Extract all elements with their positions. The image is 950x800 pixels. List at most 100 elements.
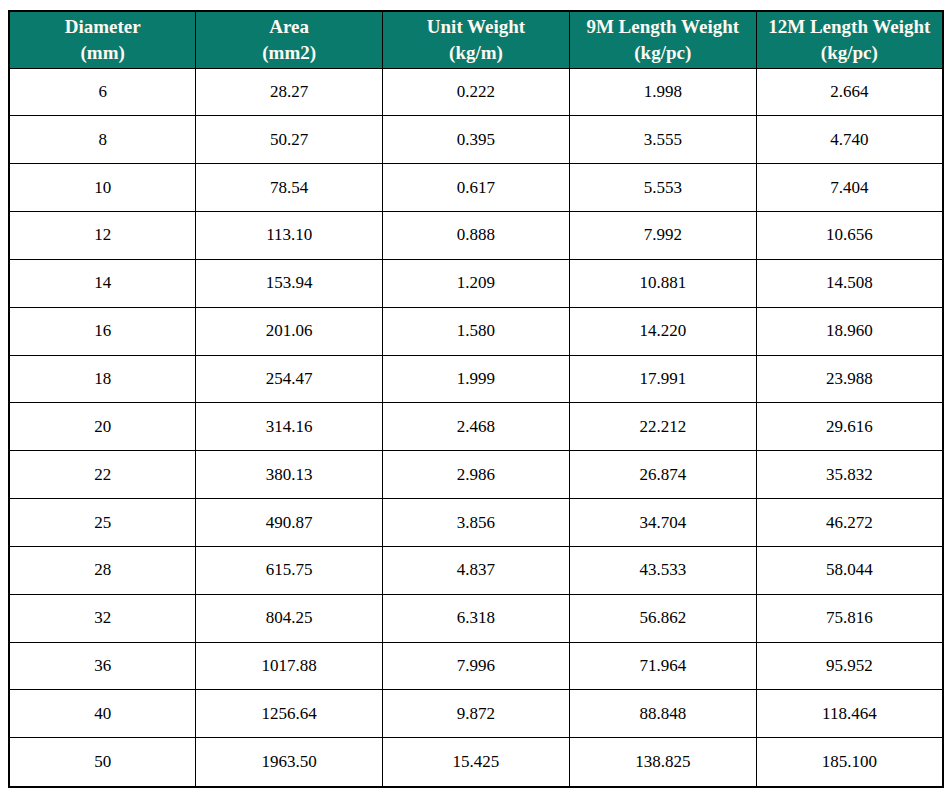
- column-header: 12M Length Weight(kg/pc): [756, 11, 943, 68]
- table-cell: 9.872: [383, 690, 570, 738]
- table-row: 850.270.3953.5554.740: [9, 116, 943, 164]
- table-cell: 56.862: [569, 594, 756, 642]
- table-cell: 201.06: [196, 307, 383, 355]
- table-cell: 118.464: [756, 690, 943, 738]
- header-row: Diameter(mm)Area(mm2)Unit Weight(kg/m)9M…: [9, 11, 943, 68]
- table-cell: 490.87: [196, 499, 383, 547]
- column-header: Unit Weight(kg/m): [383, 11, 570, 68]
- table-row: 361017.887.99671.96495.952: [9, 642, 943, 690]
- table-cell: 18: [9, 355, 196, 403]
- table-cell: 1.998: [569, 68, 756, 116]
- table-cell: 28.27: [196, 68, 383, 116]
- table-cell: 75.816: [756, 594, 943, 642]
- table-cell: 43.533: [569, 546, 756, 594]
- table-header: Diameter(mm)Area(mm2)Unit Weight(kg/m)9M…: [9, 11, 943, 68]
- table-cell: 78.54: [196, 164, 383, 212]
- table-cell: 7.404: [756, 164, 943, 212]
- column-header-title: 12M Length Weight: [759, 14, 940, 40]
- table-cell: 6: [9, 68, 196, 116]
- table-cell: 615.75: [196, 546, 383, 594]
- table-cell: 4.837: [383, 546, 570, 594]
- table-cell: 34.704: [569, 499, 756, 547]
- table-cell: 1963.50: [196, 738, 383, 787]
- table-cell: 28: [9, 546, 196, 594]
- table-cell: 35.832: [756, 451, 943, 499]
- column-header-unit: (kg/pc): [572, 40, 754, 66]
- table-cell: 5.553: [569, 164, 756, 212]
- column-header-title: Diameter: [12, 14, 193, 40]
- table-cell: 17.991: [569, 355, 756, 403]
- table-row: 25490.873.85634.70446.272: [9, 499, 943, 547]
- table-cell: 0.395: [383, 116, 570, 164]
- table-row: 20314.162.46822.21229.616: [9, 403, 943, 451]
- table-row: 12113.100.8887.99210.656: [9, 212, 943, 260]
- table-cell: 15.425: [383, 738, 570, 787]
- column-header-title: Area: [198, 14, 380, 40]
- table-cell: 3.856: [383, 499, 570, 547]
- table-cell: 95.952: [756, 642, 943, 690]
- table-cell: 18.960: [756, 307, 943, 355]
- table-cell: 10: [9, 164, 196, 212]
- table-row: 14153.941.20910.88114.508: [9, 259, 943, 307]
- column-header: 9M Length Weight(kg/pc): [569, 11, 756, 68]
- table-cell: 23.988: [756, 355, 943, 403]
- table-cell: 4.740: [756, 116, 943, 164]
- table-cell: 1256.64: [196, 690, 383, 738]
- table-cell: 71.964: [569, 642, 756, 690]
- table-cell: 6.318: [383, 594, 570, 642]
- table-cell: 113.10: [196, 212, 383, 260]
- table-cell: 40: [9, 690, 196, 738]
- table-cell: 0.888: [383, 212, 570, 260]
- table-cell: 7.996: [383, 642, 570, 690]
- column-header-unit: (kg/m): [385, 40, 567, 66]
- column-header: Area(mm2): [196, 11, 383, 68]
- table-cell: 2.468: [383, 403, 570, 451]
- table-cell: 1017.88: [196, 642, 383, 690]
- table-cell: 10.656: [756, 212, 943, 260]
- column-header-title: Unit Weight: [385, 14, 567, 40]
- table-cell: 1.209: [383, 259, 570, 307]
- table-cell: 14.220: [569, 307, 756, 355]
- table-cell: 254.47: [196, 355, 383, 403]
- table-cell: 2.986: [383, 451, 570, 499]
- rebar-weight-table-container: Diameter(mm)Area(mm2)Unit Weight(kg/m)9M…: [8, 10, 944, 788]
- table-cell: 8: [9, 116, 196, 164]
- table-cell: 3.555: [569, 116, 756, 164]
- table-cell: 36: [9, 642, 196, 690]
- column-header-title: 9M Length Weight: [572, 14, 754, 40]
- table-row: 628.270.2221.9982.664: [9, 68, 943, 116]
- table-cell: 185.100: [756, 738, 943, 787]
- table-cell: 138.825: [569, 738, 756, 787]
- table-cell: 380.13: [196, 451, 383, 499]
- table-cell: 0.222: [383, 68, 570, 116]
- table-cell: 14: [9, 259, 196, 307]
- column-header-unit: (mm): [12, 40, 193, 66]
- table-row: 501963.5015.425138.825185.100: [9, 738, 943, 787]
- table-cell: 26.874: [569, 451, 756, 499]
- table-cell: 12: [9, 212, 196, 260]
- table-row: 22380.132.98626.87435.832: [9, 451, 943, 499]
- table-cell: 16: [9, 307, 196, 355]
- table-cell: 20: [9, 403, 196, 451]
- column-header-unit: (kg/pc): [759, 40, 940, 66]
- column-header-unit: (mm2): [198, 40, 380, 66]
- table-cell: 153.94: [196, 259, 383, 307]
- table-cell: 2.664: [756, 68, 943, 116]
- table-row: 1078.540.6175.5537.404: [9, 164, 943, 212]
- table-cell: 14.508: [756, 259, 943, 307]
- table-cell: 1.580: [383, 307, 570, 355]
- table-cell: 804.25: [196, 594, 383, 642]
- table-cell: 29.616: [756, 403, 943, 451]
- table-cell: 314.16: [196, 403, 383, 451]
- table-cell: 22.212: [569, 403, 756, 451]
- table-cell: 10.881: [569, 259, 756, 307]
- table-body: 628.270.2221.9982.664850.270.3953.5554.7…: [9, 68, 943, 787]
- table-cell: 25: [9, 499, 196, 547]
- rebar-weight-table: Diameter(mm)Area(mm2)Unit Weight(kg/m)9M…: [8, 10, 944, 788]
- table-row: 401256.649.87288.848118.464: [9, 690, 943, 738]
- table-cell: 46.272: [756, 499, 943, 547]
- table-cell: 1.999: [383, 355, 570, 403]
- table-cell: 32: [9, 594, 196, 642]
- table-row: 32804.256.31856.86275.816: [9, 594, 943, 642]
- table-row: 28615.754.83743.53358.044: [9, 546, 943, 594]
